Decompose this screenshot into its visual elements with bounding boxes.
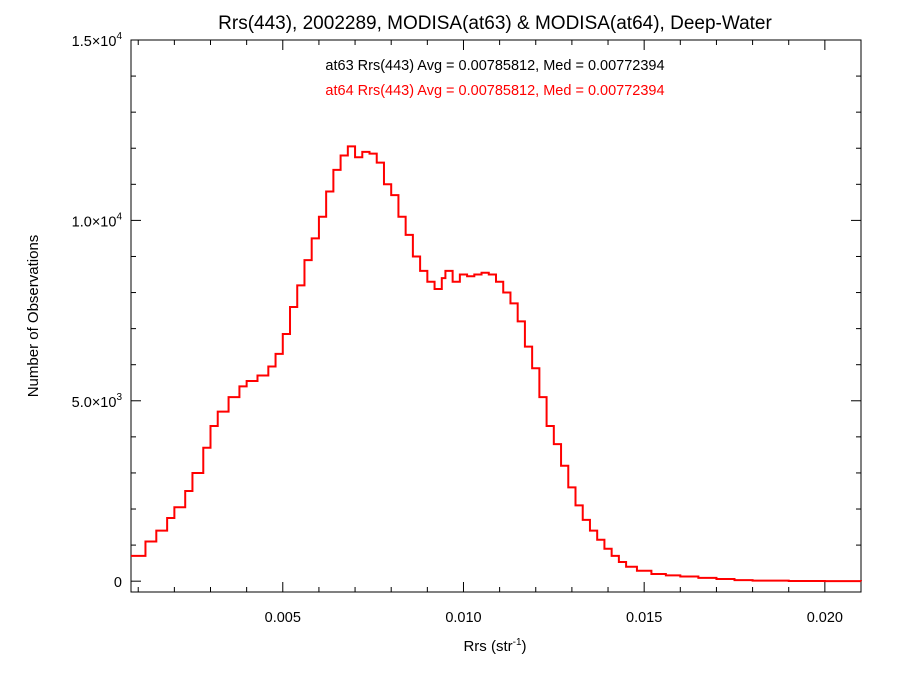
histogram-series-line [131, 145, 862, 583]
y-tick-label-base: 0 [114, 575, 122, 591]
x-tick-label: 0.005 [265, 610, 301, 626]
axis-ticks [131, 39, 862, 592]
annotation-at64: at64 Rrs(443) Avg = 0.00785812, Med = 0.… [325, 83, 664, 99]
tick-labels: 0.005 0.010 0.015 0.02005.0×1031.0×1041.5×1… [72, 31, 843, 626]
x-tick-label: 0.020 [807, 610, 843, 626]
y-tick-label-base: 1.0×10 [72, 214, 117, 230]
y-tick-label-base: 5.0×10 [72, 395, 117, 411]
plot-frame [130, 39, 862, 593]
y-axis-label: Number of Observations [25, 235, 42, 398]
y-tick-label-exponent: 4 [116, 211, 122, 222]
y-tick-label: 1.5×104 [72, 31, 123, 50]
x-tick-label: 0.015 [626, 610, 662, 626]
x-tick-label: 0.010 [445, 610, 481, 626]
x-axis-label-main: Rrs (str [463, 638, 512, 655]
x-axis-label-close: ) [522, 638, 527, 655]
chart-title: Rrs(443), 2002289, MODISA(at63) & MODISA… [218, 13, 772, 34]
y-tick-label-base: 1.5×10 [72, 34, 117, 50]
y-tick-label-exponent: 3 [116, 392, 122, 403]
annotation-at63: at63 Rrs(443) Avg = 0.00785812, Med = 0.… [325, 58, 664, 74]
x-axis-label-sup: -1 [513, 637, 522, 648]
series-layer [131, 145, 862, 583]
y-tick-label-exponent: 4 [116, 31, 122, 42]
x-axis-label: Rrs (str-1) [463, 637, 526, 655]
y-tick-label: 1.0×104 [72, 211, 123, 230]
y-tick-label: 5.0×103 [72, 392, 123, 411]
y-tick-label: 0 [114, 575, 122, 591]
